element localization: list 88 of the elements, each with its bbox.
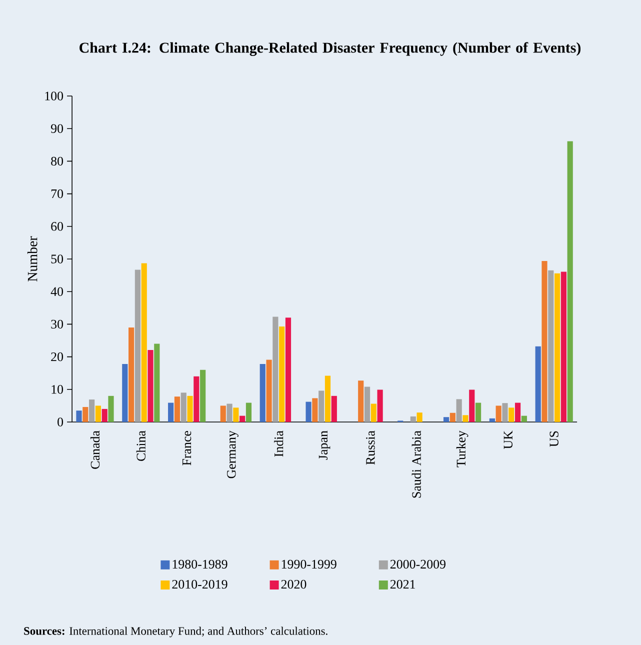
x-tick-label: Turkey xyxy=(456,430,468,468)
bar xyxy=(279,326,285,422)
bar xyxy=(324,376,331,422)
x-tick-label: Saudi Arabia xyxy=(412,430,421,498)
bar xyxy=(141,263,147,422)
y-tick-label: 90 xyxy=(50,124,64,133)
x-tick-label: China xyxy=(136,430,146,461)
y-tick-label: 70 xyxy=(51,189,64,198)
bar xyxy=(502,403,508,422)
y-tick-label: 60 xyxy=(51,222,64,231)
bar xyxy=(272,316,278,422)
bar xyxy=(554,273,560,422)
bar xyxy=(542,260,548,422)
bar xyxy=(508,408,514,422)
bar xyxy=(285,318,292,422)
bar xyxy=(318,390,324,422)
bar xyxy=(148,350,154,422)
bar xyxy=(456,399,462,422)
bar xyxy=(370,404,376,422)
x-tick-label: Germany xyxy=(227,430,238,478)
bar xyxy=(174,396,180,422)
bar xyxy=(233,408,239,422)
bar xyxy=(134,270,141,422)
legend-label: 2021 xyxy=(390,580,416,589)
y-tick-label: 50 xyxy=(51,254,64,264)
bar xyxy=(358,380,364,422)
chart-title: Chart I.24: Climate Change-Related Disaster Frequency (Number of Events) xyxy=(80,42,580,56)
bar xyxy=(560,272,566,422)
y-tick-label: 30 xyxy=(51,320,64,329)
x-tick-label: US xyxy=(550,431,558,447)
bar xyxy=(364,386,370,422)
bar xyxy=(462,415,468,422)
x-tick-label: Canada xyxy=(90,430,100,469)
y-tick-label: 20 xyxy=(51,352,64,362)
bar xyxy=(331,396,337,422)
x-tick-label: France xyxy=(182,430,192,466)
bar xyxy=(180,392,186,422)
bar xyxy=(496,406,502,422)
bar xyxy=(416,412,422,422)
bar xyxy=(154,344,160,422)
bar xyxy=(260,364,266,422)
bar xyxy=(450,412,456,422)
legend-label: 2020 xyxy=(281,580,306,589)
bar xyxy=(194,376,200,422)
legend-label: 2000-2009 xyxy=(390,560,446,569)
bar xyxy=(306,402,312,422)
bar xyxy=(443,417,450,422)
bar xyxy=(548,270,554,422)
legend-label: 2010-2019 xyxy=(172,580,228,589)
bar xyxy=(475,402,482,422)
bar xyxy=(89,400,95,422)
bar xyxy=(200,370,206,422)
y-tick-label: 80 xyxy=(51,156,64,166)
bar xyxy=(102,408,108,422)
bar xyxy=(122,364,128,422)
y-axis-title: Number xyxy=(27,236,38,282)
bar xyxy=(76,410,82,422)
text: Sources: International Monetary Fund; and Authors’ calculations. xyxy=(24,626,328,638)
y-tick-label: 100 xyxy=(45,92,64,100)
y-tick-label: 10 xyxy=(52,385,64,394)
bar xyxy=(168,402,174,422)
bar xyxy=(377,390,383,422)
bar xyxy=(240,416,246,422)
legend-label: 1980-1989 xyxy=(172,560,228,569)
bar xyxy=(187,396,193,422)
x-tick-label: Russia xyxy=(366,430,375,465)
bar xyxy=(266,360,272,422)
bar xyxy=(410,416,416,422)
bar xyxy=(514,402,521,422)
bar xyxy=(108,396,114,422)
bar xyxy=(521,416,527,422)
x-tick-label: UK xyxy=(504,430,512,449)
legend-label: 1990-1999 xyxy=(282,560,336,569)
bar xyxy=(220,406,226,422)
y-tick-label: 0 xyxy=(58,418,64,426)
bar xyxy=(567,141,573,422)
bar xyxy=(95,406,101,422)
bar xyxy=(469,390,475,422)
bar xyxy=(312,398,318,422)
x-tick-label: India xyxy=(274,430,284,457)
bar xyxy=(226,404,232,422)
bar xyxy=(489,418,495,422)
y-tick-label: 40 xyxy=(50,287,64,296)
x-tick-label: Japan xyxy=(318,430,330,460)
bar xyxy=(535,346,541,422)
bar xyxy=(246,402,252,422)
bar xyxy=(82,406,88,422)
bar xyxy=(128,327,134,422)
